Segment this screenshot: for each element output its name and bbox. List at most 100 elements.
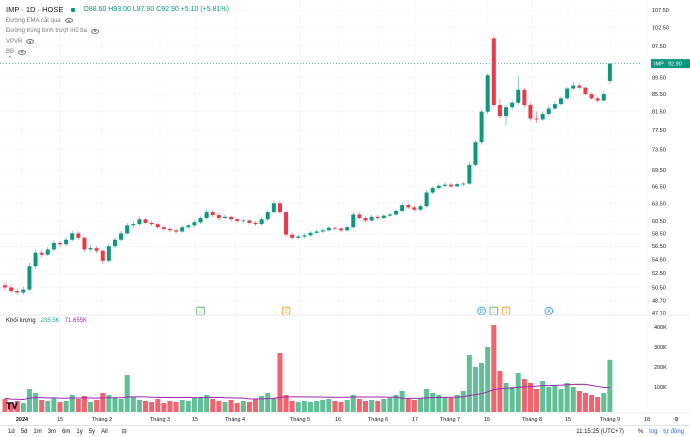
candle-body — [15, 291, 20, 293]
volume-bar — [558, 389, 564, 412]
range-button-1m[interactable]: 1m — [33, 428, 42, 435]
candle-body — [442, 184, 447, 186]
indicator-ema-cross[interactable]: Đường EMA cắt qua — [6, 17, 61, 24]
event-marker-glyph: ⌂ — [492, 309, 495, 315]
time-tick-label: 16 — [335, 417, 341, 423]
candle-body — [137, 219, 142, 225]
volume-ma-line — [4, 383, 610, 401]
time-axis[interactable]: 2024 15 Tháng 2 Tháng 3 15 Tháng 4 Tháng 5 16 Th… — [16, 417, 650, 423]
time-tick-label: 15 — [484, 417, 490, 423]
indicator-bb[interactable]: BB — [6, 49, 15, 55]
volume-bar — [265, 393, 271, 412]
candle-body — [192, 222, 197, 226]
candle-body — [57, 242, 62, 245]
candle-body — [125, 225, 130, 234]
candle-body — [559, 98, 564, 105]
eye-icon[interactable] — [64, 18, 73, 23]
candle-body — [222, 216, 227, 219]
candle-body — [589, 94, 594, 99]
volume-bar — [375, 401, 381, 412]
volume-bar — [88, 402, 94, 412]
event-marker-glyph: D — [480, 309, 484, 315]
volume-bar — [326, 399, 332, 412]
volume-bar — [540, 381, 546, 412]
ohlc-values: O88.60 H93.00 L87.90 C92.90 +5.10 (+5.81… — [83, 6, 229, 13]
candle-body — [607, 63, 612, 81]
candle-body — [522, 89, 527, 105]
percent-scale-toggle[interactable]: % — [637, 428, 644, 435]
range-button-3m[interactable]: 3m — [47, 428, 57, 435]
candle-body — [504, 107, 509, 117]
candle-body — [45, 249, 50, 255]
candle-body — [546, 108, 551, 114]
volume-bar — [69, 395, 75, 412]
volume-bar — [143, 401, 149, 412]
candle-body — [131, 224, 136, 226]
event-marker-glyph: ⌂ — [199, 309, 202, 315]
volume-bar — [362, 401, 368, 412]
candle-body — [528, 104, 533, 119]
candle-body — [112, 239, 117, 247]
candle-body — [210, 212, 215, 216]
candle-body — [284, 212, 289, 235]
candle-body — [33, 252, 38, 267]
range-button-5d[interactable]: 5d — [20, 428, 28, 435]
candle-body — [94, 248, 99, 251]
volume-bar — [2, 399, 8, 412]
volume-bar — [546, 387, 552, 412]
volume-bar — [314, 401, 320, 412]
last-price-label: IMP 92.90 — [651, 59, 690, 69]
volume-bar — [124, 375, 130, 412]
log-scale-toggle[interactable]: log — [649, 428, 658, 435]
eye-icon[interactable] — [26, 39, 35, 44]
clock-time[interactable]: 11:15:25 (UTC+7) — [576, 428, 624, 435]
date-range-calendar-icon[interactable]: ⊟ — [121, 429, 127, 435]
candle-body — [167, 229, 172, 231]
time-tick-label: Tháng 4 — [225, 417, 245, 423]
eye-icon[interactable] — [18, 49, 27, 55]
volume-bar — [185, 401, 191, 412]
candle-body — [204, 212, 209, 219]
volume-bar — [381, 399, 387, 412]
indicator-tema[interactable]: Đường trung bình trượt mũ ba — [6, 28, 87, 34]
range-button-5y[interactable]: 5y — [88, 428, 96, 435]
volume-bar — [204, 395, 210, 412]
price-axis[interactable]: 107.50 102.50 97.50 89.50 85.50 81.50 77.50 73.… — [652, 8, 669, 317]
time-tick-label: 15 — [565, 417, 571, 423]
volume-bar — [155, 399, 161, 412]
candle-body — [314, 231, 319, 233]
volume-tick-label: 200K — [654, 365, 667, 371]
range-button-1d[interactable]: 1d — [8, 428, 15, 435]
candle-body — [491, 38, 496, 105]
candle-body — [449, 184, 454, 187]
candle-body — [485, 75, 490, 112]
chart-legend: IMP · 1D · HOSE O88.60 H93.00 L87.90 C92… — [6, 5, 229, 58]
price-chart[interactable]: 107.50 102.50 97.50 89.50 85.50 81.50 77.50 73.… — [0, 0, 690, 425]
volume-bar — [503, 383, 509, 412]
range-button-1y[interactable]: 1y — [76, 428, 83, 435]
auto-scale-toggle[interactable]: tự động — [663, 428, 684, 435]
range-button-all[interactable]: All — [101, 428, 108, 435]
candle-body — [565, 88, 570, 99]
indicator-vpvr[interactable]: VPVR — [6, 38, 23, 45]
time-tick-label: Tháng 7 — [440, 417, 460, 423]
candle-body — [265, 212, 270, 220]
time-tick-label: Tháng 9 — [600, 417, 620, 423]
candle-body — [394, 210, 399, 215]
candle-body — [161, 227, 166, 230]
volume-label[interactable]: Khối lượng — [6, 318, 36, 324]
collapse-legend-chevron-up-icon[interactable]: ⌃ — [7, 56, 13, 63]
candle-body — [119, 233, 124, 240]
symbol-title[interactable]: IMP · 1D · HOSE — [6, 5, 64, 14]
settings-icon[interactable]: ⚙ — [674, 416, 679, 423]
candle-body — [186, 225, 191, 228]
range-button-6m[interactable]: 6m — [62, 428, 71, 435]
candle-body — [601, 94, 606, 101]
volume-bar — [33, 393, 39, 412]
last-price-symbol: IMP — [654, 62, 664, 68]
candle-body — [357, 214, 362, 219]
candles — [3, 34, 612, 295]
volume-bar — [356, 399, 362, 412]
eye-icon[interactable] — [90, 28, 99, 34]
volume-bar — [45, 401, 51, 412]
